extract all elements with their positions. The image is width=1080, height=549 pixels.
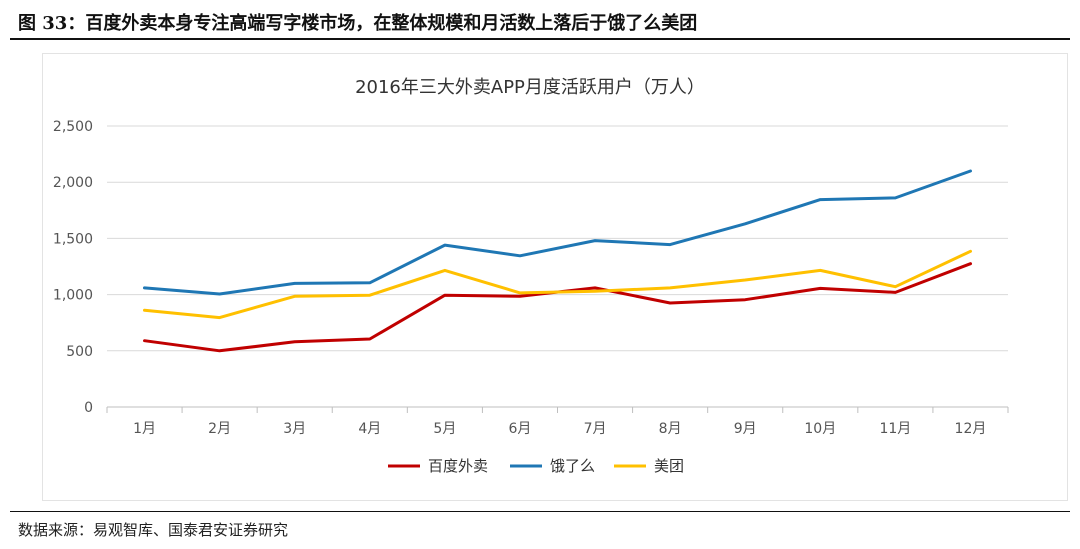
legend-label: 百度外卖 <box>428 457 488 475</box>
data-point <box>668 301 672 305</box>
data-point <box>518 295 522 298</box>
data-point <box>668 243 672 246</box>
data-point <box>443 243 447 247</box>
chart-title: 2016年三大外卖APP月度活跃用户（万人） <box>355 77 705 98</box>
top-rule <box>10 38 1070 40</box>
x-tick-label: 2月 <box>208 421 231 437</box>
x-tick-label: 9月 <box>734 421 757 437</box>
data-point <box>593 290 597 293</box>
legend-label: 美团 <box>654 457 684 475</box>
y-tick-label: 500 <box>66 344 93 360</box>
data-point <box>443 293 447 297</box>
data-point <box>368 281 371 284</box>
data-point <box>293 340 296 344</box>
legend-label: 饿了么 <box>550 457 595 475</box>
x-tick-label: 12月 <box>955 421 987 437</box>
x-tick-label: 5月 <box>433 421 456 437</box>
data-point <box>368 293 371 297</box>
data-point <box>143 339 146 342</box>
x-tick-label: 3月 <box>283 421 306 437</box>
axes: 0 500 1,000 1,500 2,000 2,500 1月 2月 3月 4月 5月 6月 7月 8月… <box>53 119 1009 437</box>
legend: 百度外卖 饿了么 美团 <box>388 457 684 475</box>
data-point <box>969 169 972 173</box>
x-tick-label: 10月 <box>804 421 836 437</box>
data-point <box>293 295 296 298</box>
data-point <box>744 222 747 225</box>
y-tick-label: 2,500 <box>53 119 93 135</box>
x-tick-label: 6月 <box>508 421 531 437</box>
series-lines <box>143 169 972 353</box>
y-tick-label: 1,500 <box>53 231 93 247</box>
bottom-rule <box>10 511 1070 512</box>
data-point <box>819 269 822 272</box>
data-point <box>218 316 221 319</box>
data-point <box>668 286 672 290</box>
data-point <box>819 198 822 201</box>
data-point <box>143 286 146 290</box>
data-point <box>819 287 822 290</box>
y-tick-label: 0 <box>84 400 93 416</box>
data-point <box>593 239 597 242</box>
data-point <box>744 298 747 301</box>
data-point <box>593 286 597 290</box>
series-line-3 <box>143 249 972 320</box>
x-tick-label: 4月 <box>358 421 381 437</box>
data-point <box>969 262 972 265</box>
data-point <box>368 337 371 341</box>
data-point <box>218 349 221 352</box>
x-tick-label: 7月 <box>584 421 607 437</box>
data-point <box>894 291 897 294</box>
x-tick-label: 11月 <box>879 421 911 437</box>
data-point <box>518 291 522 295</box>
grid-lines <box>107 125 1008 352</box>
data-point <box>218 292 221 296</box>
data-point <box>894 196 897 200</box>
data-point <box>518 254 522 258</box>
chart-frame <box>42 53 1068 501</box>
data-point <box>143 309 146 312</box>
data-point <box>969 250 972 253</box>
x-tick-label: 8月 <box>659 421 682 437</box>
y-tick-label: 1,000 <box>53 288 93 304</box>
data-point <box>293 282 296 285</box>
data-point <box>894 285 897 288</box>
x-tick-label: 1月 <box>133 421 156 437</box>
data-point <box>744 278 747 282</box>
series-line-2 <box>143 169 972 296</box>
y-tick-label: 2,000 <box>53 175 93 191</box>
figure-title: 图 33：百度外卖本身专注高端写字楼市场，在整体规模和月活数上落后于饿了么美团 <box>18 13 698 34</box>
source-note: 数据来源：易观智库、国泰君安证券研究 <box>18 521 289 539</box>
data-point <box>443 269 447 272</box>
